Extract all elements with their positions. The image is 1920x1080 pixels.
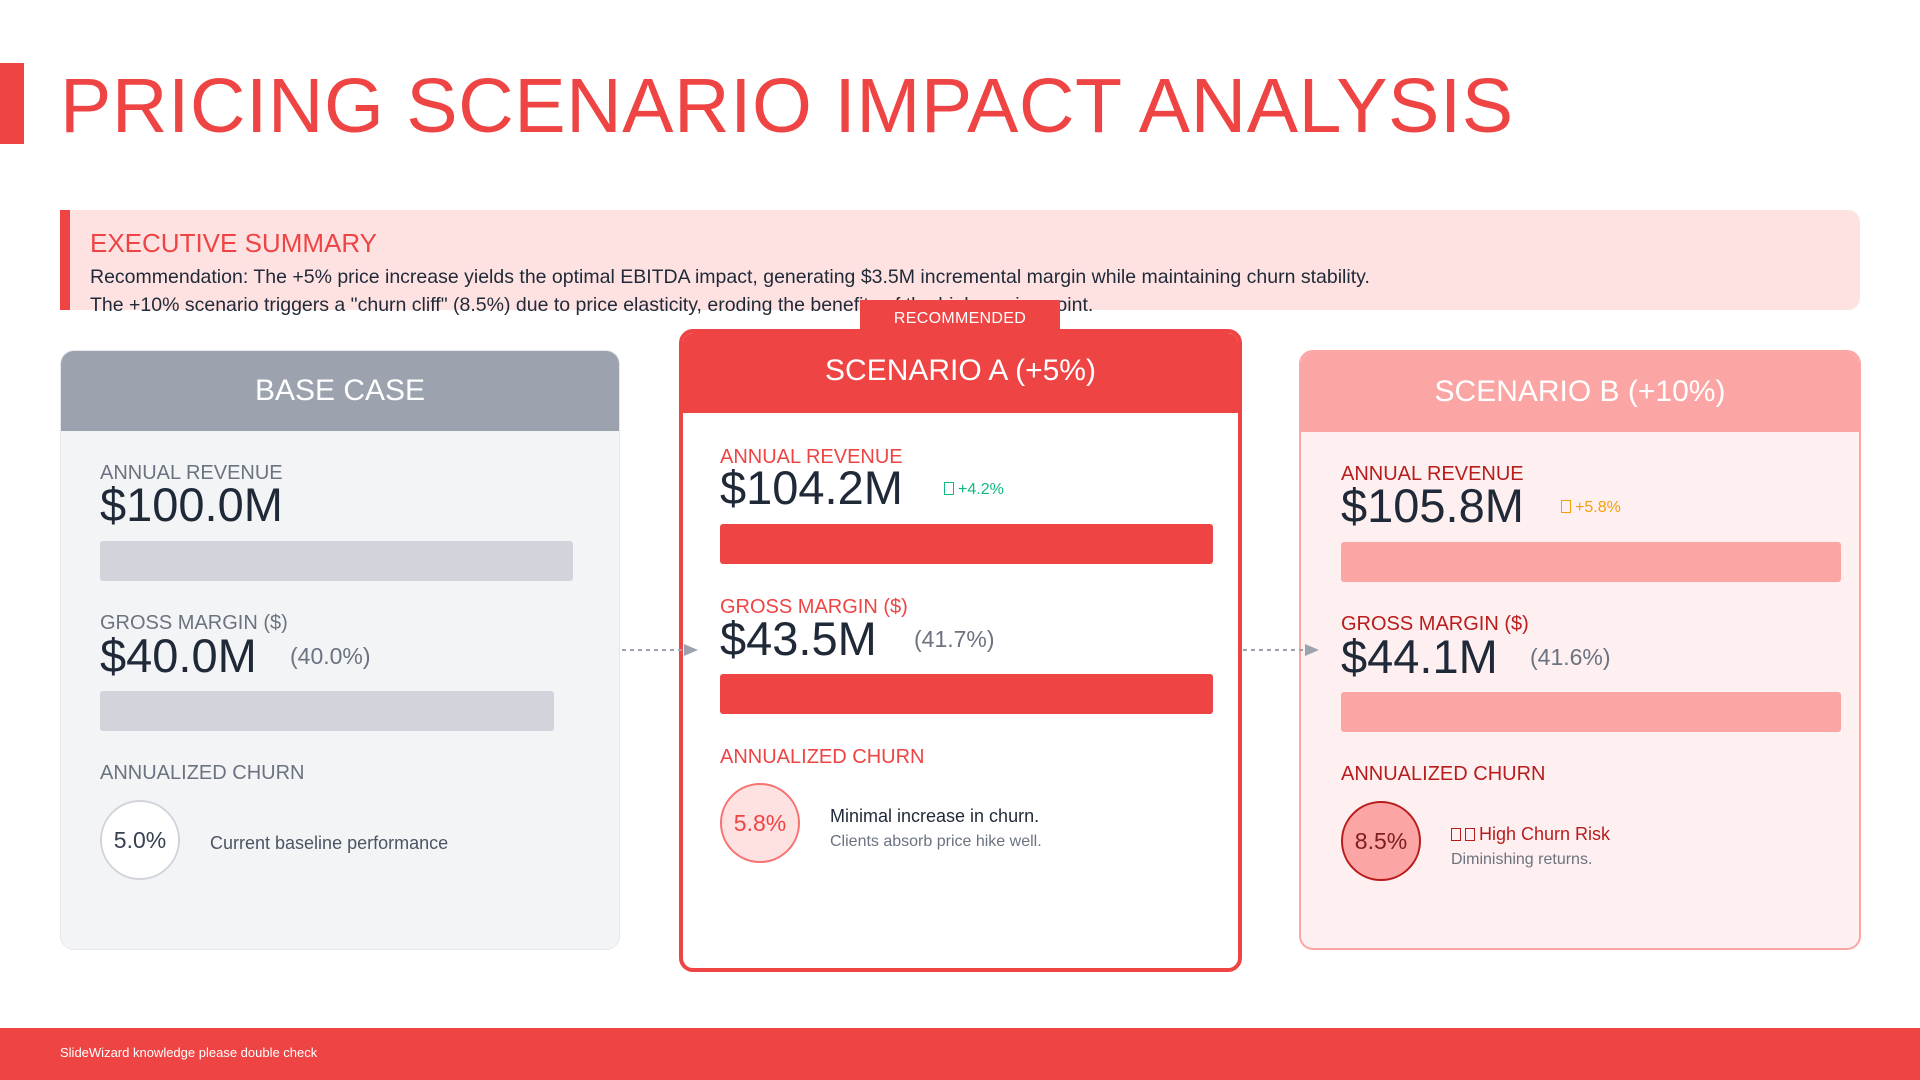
churn-label: ANNUALIZED CHURN: [1341, 763, 1546, 785]
base-case-card: BASE CASE ANNUAL REVENUE $100.0M GROSS M…: [60, 350, 620, 950]
summary-line-2: The +10% scenario triggers a "churn clif…: [90, 294, 1094, 316]
margin-label: GROSS MARGIN ($): [100, 612, 288, 634]
margin-percent: (41.6%): [1530, 644, 1611, 670]
churn-subnote: Diminishing returns.: [1451, 851, 1593, 868]
churn-label: ANNUALIZED CHURN: [720, 746, 925, 768]
churn-note: Current baseline performance: [210, 833, 449, 853]
footer-bar: SlideWizard knowledge please double chec…: [0, 1028, 1920, 1080]
arrow-right-icon: [622, 644, 698, 656]
churn-label: ANNUALIZED CHURN: [100, 762, 305, 784]
margin-percent: (40.0%): [290, 643, 371, 669]
summary-heading: EXECUTIVE SUMMARY: [90, 228, 378, 258]
margin-percent: (41.7%): [914, 626, 995, 652]
margin-bar: [100, 691, 554, 731]
margin-label: GROSS MARGIN ($): [1341, 613, 1529, 635]
warning-icon: [1465, 828, 1475, 841]
margin-bar: [720, 674, 1213, 714]
executive-summary: EXECUTIVE SUMMARY Recommendation: The +5…: [60, 210, 1860, 316]
margin-value: $43.5M: [720, 612, 877, 665]
title-accent-bar: [0, 63, 24, 144]
revenue-value: $105.8M: [1341, 479, 1524, 532]
churn-circle: 8.5%: [1341, 801, 1421, 881]
scenario-b-header: SCENARIO B (+10%): [1301, 352, 1859, 432]
churn-note: High Churn Risk: [1451, 824, 1610, 845]
summary-line-1: Recommendation: The +5% price increase y…: [90, 266, 1370, 288]
scenario-b-card: SCENARIO B (+10%) ANNUAL REVENUE $105.8M…: [1299, 350, 1861, 950]
revenue-bar: [100, 541, 573, 581]
revenue-delta: +5.8%: [1561, 499, 1621, 517]
margin-label: GROSS MARGIN ($): [720, 596, 908, 618]
churn-circle: 5.8%: [720, 783, 800, 863]
scenario-a-header: SCENARIO A (+5%): [683, 333, 1238, 413]
churn-note: Minimal increase in churn.: [830, 806, 1040, 826]
revenue-label: ANNUAL REVENUE: [1341, 463, 1524, 485]
warning-icon: [1451, 828, 1461, 841]
trend-up-icon: [944, 482, 954, 495]
base-case-header: BASE CASE: [61, 351, 619, 431]
revenue-bar: [720, 524, 1213, 564]
margin-bar: [1341, 692, 1841, 732]
recommended-badge: RECOMMENDED: [860, 300, 1060, 338]
revenue-value: $100.0M: [100, 478, 283, 531]
revenue-delta: +4.2%: [944, 481, 1004, 499]
page-title: PRICING SCENARIO IMPACT ANALYSIS: [60, 63, 1514, 149]
churn-circle: 5.0%: [100, 800, 180, 880]
churn-subnote: Clients absorb price hike well.: [830, 833, 1042, 850]
scenario-a-card: SCENARIO A (+5%) ANNUAL REVENUE $104.2M …: [679, 329, 1242, 972]
revenue-label: ANNUAL REVENUE: [100, 462, 283, 484]
trend-up-icon: [1561, 500, 1571, 513]
revenue-value: $104.2M: [720, 461, 903, 514]
margin-value: $44.1M: [1341, 630, 1498, 683]
margin-value: $40.0M: [100, 629, 257, 682]
revenue-bar: [1341, 542, 1841, 582]
arrow-right-icon: [1243, 644, 1319, 656]
footer-text: SlideWizard knowledge please double chec…: [60, 1045, 318, 1060]
revenue-label: ANNUAL REVENUE: [720, 446, 903, 468]
